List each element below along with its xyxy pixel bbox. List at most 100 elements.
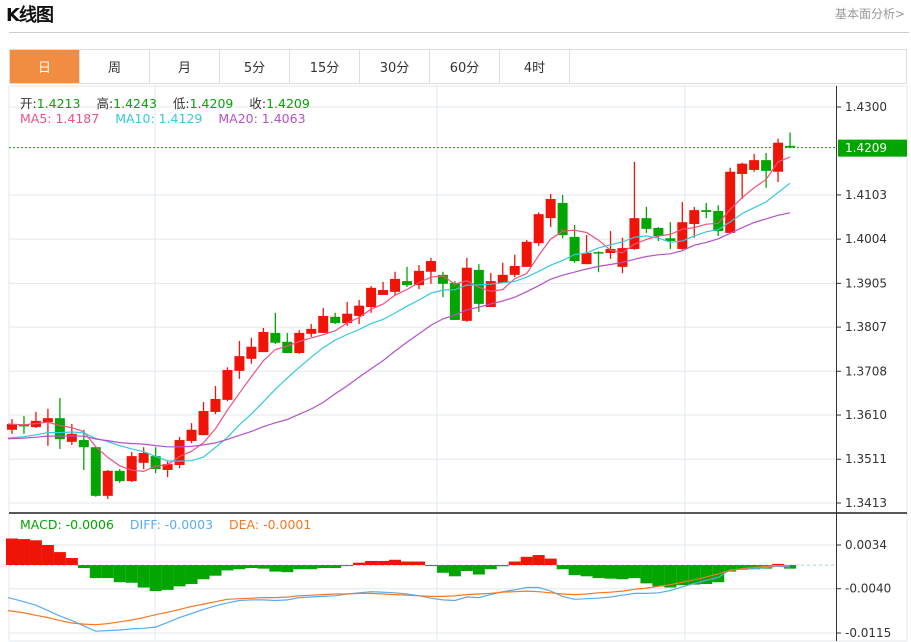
price-tick-label: 1.4300 [845,100,887,114]
candle [461,257,472,322]
candle-body [737,163,748,174]
candle-body [629,218,640,249]
tab-60min[interactable]: 60分 [430,50,500,83]
candle-body [7,423,17,430]
candle [413,265,424,290]
candle [138,447,149,470]
macd-histogram-bar [293,565,306,570]
candle [701,202,712,219]
candle-body [545,198,556,219]
candle-body [425,261,436,272]
ma20-line [7,212,791,448]
macd-histogram-bar [664,565,677,588]
page-title: K线图 [6,5,54,26]
price-tick-label: 1.3807 [845,320,887,334]
candle [402,266,413,287]
candle-body [509,265,520,275]
macd-histogram-bar [197,565,210,580]
header-divider [9,32,909,33]
price-tick-label: 1.4103 [845,188,887,202]
macd-histogram-bar [568,565,581,576]
candle [174,436,185,469]
macd-histogram-bar [592,565,605,579]
close-label: 收: [249,96,267,111]
ma20-value: MA20: 1.4063 [218,111,306,126]
macd-histogram-bar [628,565,641,579]
tab-15min[interactable]: 15分 [290,50,360,83]
candle-body [186,429,197,441]
macd-histogram-bar [688,565,701,585]
candle-body [270,332,281,343]
period-tabs: 日 周 月 5分 15分 30分 60分 4时 [9,49,907,84]
macd-histogram-bar [29,540,42,566]
tab-4hour[interactable]: 4时 [500,50,570,83]
candle-body [689,210,700,224]
macd-histogram-bar [305,565,318,570]
candle-body [413,270,424,286]
macd-histogram-bar [77,565,90,569]
candle [689,207,700,238]
candle [509,254,520,278]
tab-weekly[interactable]: 周 [80,50,150,83]
price-tick-label: 1.3708 [845,364,887,378]
macd-legend: MACD: -0.0006 DIFF: -0.0003 DEA: -0.0001 [20,517,323,532]
candle [102,469,113,499]
macd-histogram-bar [257,565,270,569]
candle-body [126,456,137,482]
candle-body [497,274,508,283]
candle-body [593,252,604,254]
price-tick-label: 1.3413 [845,496,887,510]
candle-body [102,470,113,496]
candle-body [701,210,712,212]
candle [641,207,652,233]
chart-frame [8,85,908,642]
candle-body [785,145,796,148]
macd-histogram-bar [401,561,414,566]
macd-histogram-bar [173,565,186,587]
macd-histogram-bar [436,565,449,573]
macd-histogram-bar [532,555,545,566]
candle [737,162,748,199]
dea-value: DEA: -0.0001 [229,517,312,532]
macd-histogram-bar [53,552,66,566]
candle [258,327,269,353]
macd-histogram-bar [616,565,629,580]
tab-5min[interactable]: 5分 [220,50,290,83]
candle-body [174,440,185,466]
price-tick-label: 1.3610 [845,408,887,422]
candle [773,138,784,183]
candle-body [342,313,353,324]
macd-histogram-bar [724,565,737,572]
candle-body [533,214,544,244]
tab-daily[interactable]: 日 [10,50,80,83]
tab-monthly[interactable]: 月 [150,50,220,83]
candle [390,271,401,295]
fundamental-analysis-link[interactable]: 基本面分析> [834,7,905,21]
candle-body [761,160,772,171]
tab-30min[interactable]: 30分 [360,50,430,83]
candle [198,402,209,436]
macd-value: MACD: -0.0006 [20,517,114,532]
candle-body [222,369,233,400]
candle-body [581,252,592,265]
candle [318,307,329,333]
ma5-value: MA5: 1.4187 [20,111,100,126]
macd-tick-label: -0.0115 [845,626,891,640]
macd-histogram-bar [365,560,378,566]
candle [545,194,556,228]
ma5-line [7,156,791,473]
macd-histogram-bar [353,562,366,566]
candle-body [330,316,341,324]
candle-body [258,332,269,353]
candle-body [521,241,532,267]
current-price-badge [838,139,907,157]
macd-histogram-bar [652,565,665,587]
price-tick-label: 1.4004 [845,232,887,246]
candle-body [378,290,389,295]
candle-body [114,470,125,482]
candle-body [198,411,209,436]
macd-histogram-bar [185,565,198,584]
ohlc-legend: 开:1.4213 高:1.4243 低:1.4209 收:1.4209 [20,93,322,112]
candle-body [390,278,401,292]
